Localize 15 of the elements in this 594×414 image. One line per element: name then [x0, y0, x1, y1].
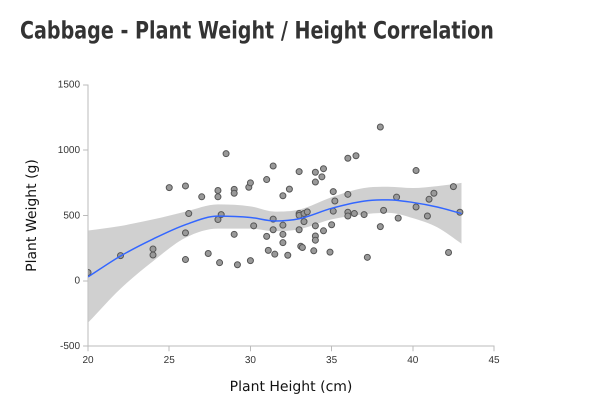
line-series [88, 199, 462, 278]
x-tick-label: 30 [244, 354, 256, 366]
y-tick-label: 500 [63, 210, 80, 222]
x-tick-label: 20 [82, 354, 94, 366]
y-tick-label: 1500 [58, 80, 80, 91]
y-tick-label: -500 [60, 340, 80, 352]
x-tick-label: 35 [326, 354, 338, 366]
x-tick-label: 45 [488, 354, 500, 366]
chart-title: Cabbage - Plant Weight / Height Correlation [20, 18, 494, 46]
x-tick-label: 25 [164, 354, 176, 366]
x-tick-label: 40 [407, 354, 419, 366]
y-tick-label: 0 [74, 276, 80, 287]
y-axis-title: Plant Weight (g) [24, 159, 40, 272]
y-tick-label: 1000 [58, 144, 80, 156]
x-axis-title: Plant Height (cm) [230, 379, 352, 396]
